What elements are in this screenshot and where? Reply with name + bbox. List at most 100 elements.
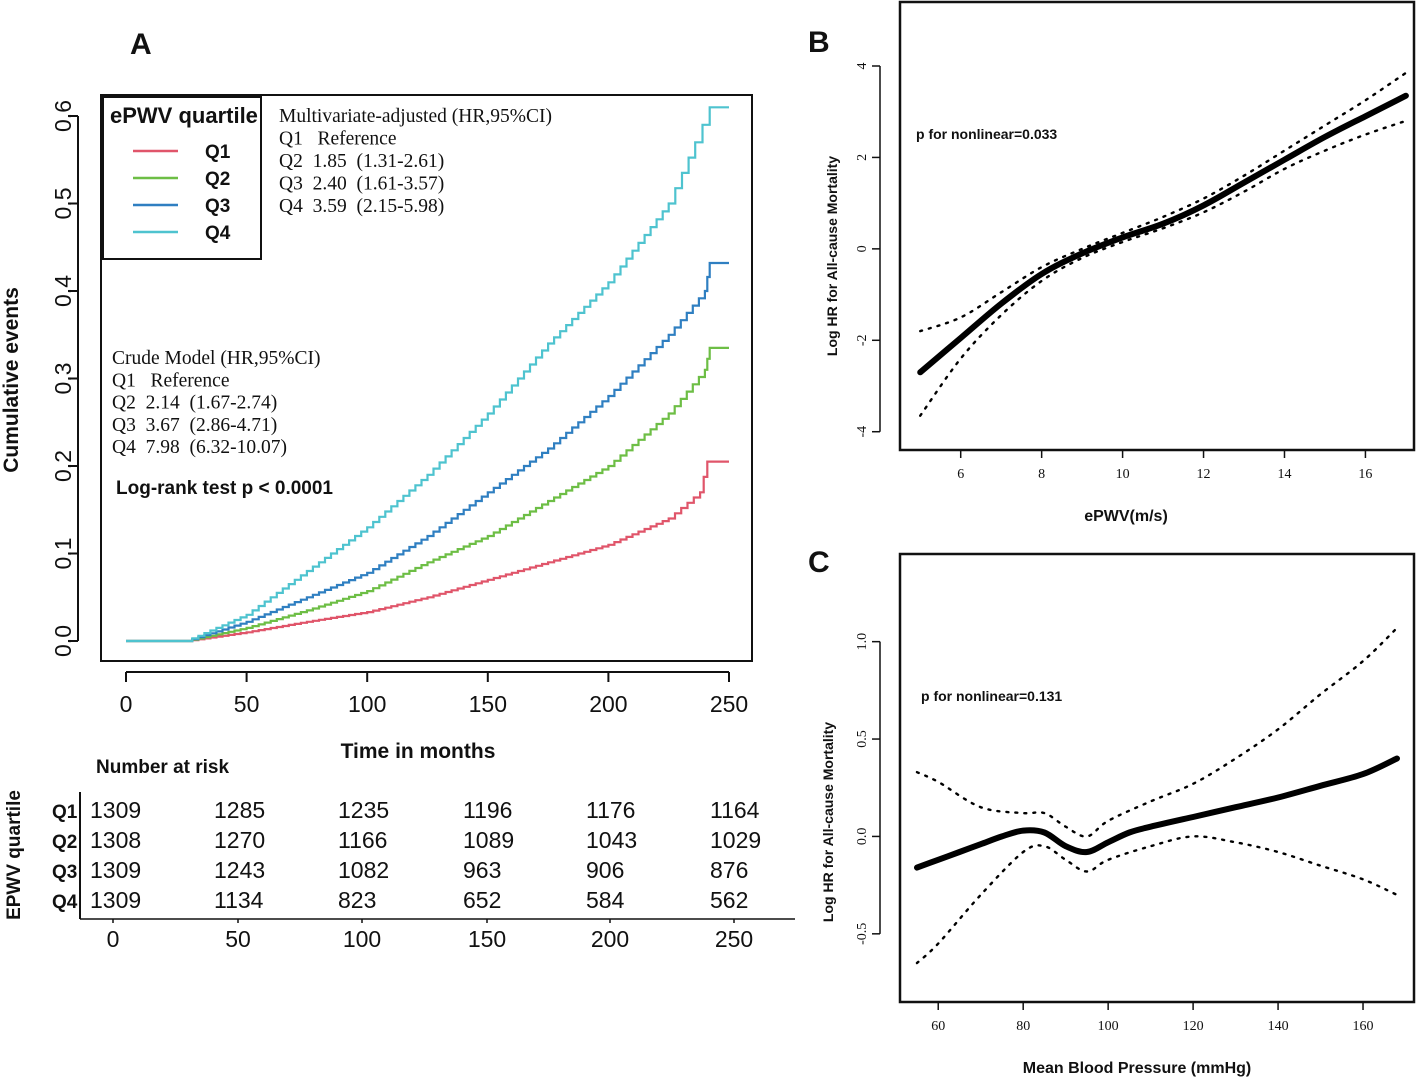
number-at-risk-table: Number at risk EPWV quartile 0 50 100 150 20…: [4, 757, 795, 952]
panel-a-x-label: Time in months: [341, 740, 496, 763]
panel-b-series-layer: [917, 71, 1409, 417]
panel-b-annotation: p for nonlinear=0.033: [916, 126, 1057, 142]
y-tick-label: 4: [855, 63, 870, 70]
risk-row-label-q1: Q1: [52, 802, 78, 823]
multivariate-line: Q1 Reference: [279, 129, 396, 150]
risk-cell: 1196: [463, 797, 512, 823]
spline-estimate: [917, 92, 1409, 376]
panel-a-series-layer: [126, 106, 729, 643]
panel-a-y-tick-label: 0.4: [50, 275, 76, 307]
multivariate-line: Q4 3.59 (2.15-5.98): [279, 196, 444, 217]
crude-line: Q1 Reference: [112, 370, 229, 391]
risk-cell: 1308: [90, 827, 141, 853]
x-tick-label: 160: [1353, 1019, 1374, 1034]
multivariate-hr-block: Multivariate-adjusted (HR,95%CI)Q1 Refer…: [279, 106, 552, 217]
crude-line: Q3 3.67 (2.86-4.71): [112, 415, 277, 436]
risk-cell: 1166: [338, 827, 387, 853]
risk-cell: 1082: [338, 857, 389, 883]
panel-a-axes: 0 50 100 150 200 250 0.0 0.1 0.2 0.3 0.4 0.5 0.6: [50, 100, 748, 717]
x-tick-label: 14: [1277, 467, 1291, 482]
risk-table-col-label: 200: [591, 926, 629, 952]
y-tick-label: -0.5: [855, 923, 870, 945]
panel-a-x-tick-label: 100: [348, 691, 386, 717]
risk-cell: 963: [463, 857, 501, 883]
crude-line: Q2 2.14 (1.67-2.74): [112, 393, 277, 414]
crude-line: Q4 7.98 (6.32-10.07): [112, 437, 287, 458]
y-tick-label: 0.5: [855, 730, 870, 748]
risk-cell: 1089: [463, 827, 514, 853]
risk-table-row-axis-label: EPWV quartile: [4, 790, 25, 920]
risk-table-title: Number at risk: [96, 757, 229, 778]
risk-cell: 1176: [586, 797, 635, 823]
spline-upper-95-ci: [919, 71, 1408, 333]
legend-label-q4: Q4: [205, 223, 231, 244]
y-tick-label: 0: [855, 245, 870, 252]
panel-a-y-tick-label: 0.2: [50, 450, 76, 482]
risk-row-label-q3: Q3: [52, 862, 77, 883]
spline-estimate: [913, 755, 1400, 871]
panel-c-y-label: Log HR for All-cause Mortality: [820, 722, 836, 922]
spline-lower-95-ci: [915, 835, 1399, 965]
risk-cell: 823: [338, 887, 376, 913]
series-line-q3: [126, 261, 729, 643]
panel-label-b: B: [808, 26, 830, 59]
risk-row-label-q2: Q2: [52, 832, 77, 853]
legend-label-q2: Q2: [205, 169, 230, 190]
legend-label-q3: Q3: [205, 196, 230, 217]
panel-label-a: A: [130, 28, 152, 61]
panel-b-axes: 6 8 10 12 14 16 -4 -2 0 2 4: [855, 63, 1372, 483]
risk-cell: 1029: [710, 827, 761, 853]
risk-cell: 1309: [90, 797, 141, 823]
panel-b-y-label: Log HR for All-cause Mortality: [824, 156, 840, 356]
spline-lower-95-ci: [919, 119, 1408, 417]
spline-upper-95-ci: [915, 626, 1399, 838]
x-tick-label: 8: [1038, 467, 1045, 482]
crude-line: Crude Model (HR,95%CI): [112, 348, 321, 369]
panel-a-x-tick-label: 200: [589, 691, 627, 717]
panel-a-x-tick-label: 150: [469, 691, 507, 717]
y-tick-label: 1.0: [855, 633, 870, 651]
panel-c-x-label: Mean Blood Pressure (mmHg): [1023, 1060, 1251, 1077]
x-tick-label: 100: [1098, 1019, 1119, 1034]
panel-a-frame: [100, 94, 753, 662]
risk-cell: 652: [463, 887, 501, 913]
legend-box: [102, 96, 262, 260]
risk-table-col-label: 50: [225, 926, 251, 952]
y-tick-label: 2: [855, 154, 870, 161]
risk-cell: 584: [586, 887, 625, 913]
panel-a-y-tick-label: 0.5: [50, 188, 76, 220]
x-tick-label: 60: [931, 1019, 945, 1034]
risk-cell: 1235: [338, 797, 389, 823]
legend-label-q1: Q1: [205, 142, 231, 163]
risk-table-col-label: 150: [468, 926, 506, 952]
panel-c-axes: 60 80 100 120 140 160 -0.5 0.0 0.5 1.0: [855, 633, 1374, 1034]
y-tick-label: -4: [855, 426, 870, 438]
multivariate-line: Q2 1.85 (1.31-2.61): [279, 151, 444, 172]
multivariate-line: Multivariate-adjusted (HR,95%CI): [279, 106, 552, 127]
risk-cell: 1164: [710, 797, 760, 823]
panel-a-y-tick-label: 0.0: [50, 625, 76, 657]
risk-cell: 1270: [214, 827, 265, 853]
x-tick-label: 140: [1268, 1019, 1289, 1034]
risk-cell: 1243: [214, 857, 265, 883]
panel-c-series-layer: [913, 626, 1400, 965]
risk-table-cells: 0 50 100 150 200 250 Q1 1309 1285 1235 1196 1176 116…: [52, 797, 761, 952]
panel-a-cumulative-incidence: 0 50 100 150 200 250 0.0 0.1 0.2 0.3 0.4 0.5 0.6 ePW…: [0, 94, 753, 763]
x-tick-label: 6: [957, 467, 964, 482]
panel-a-x-tick-label: 0: [120, 691, 133, 717]
y-tick-label: 0.0: [855, 828, 870, 846]
risk-table-col-label: 100: [343, 926, 381, 952]
legend-entries: Q1 Q2 Q3 Q4: [133, 142, 231, 244]
panel-c-frame: [898, 552, 1416, 1004]
x-tick-label: 120: [1183, 1019, 1204, 1034]
x-tick-label: 80: [1016, 1019, 1030, 1034]
panel-c-annotation: p for nonlinear=0.131: [921, 688, 1062, 704]
risk-cell: 1043: [586, 827, 637, 853]
panel-a-y-tick-label: 0.6: [50, 100, 76, 132]
series-line-q2: [126, 346, 729, 643]
legend-title: ePWV quartile: [110, 103, 258, 128]
panel-c-spline-mbp: 60 80 100 120 140 160 -0.5 0.0 0.5 1.0 p for nonl…: [820, 552, 1416, 1077]
y-tick-label: -2: [855, 334, 870, 346]
